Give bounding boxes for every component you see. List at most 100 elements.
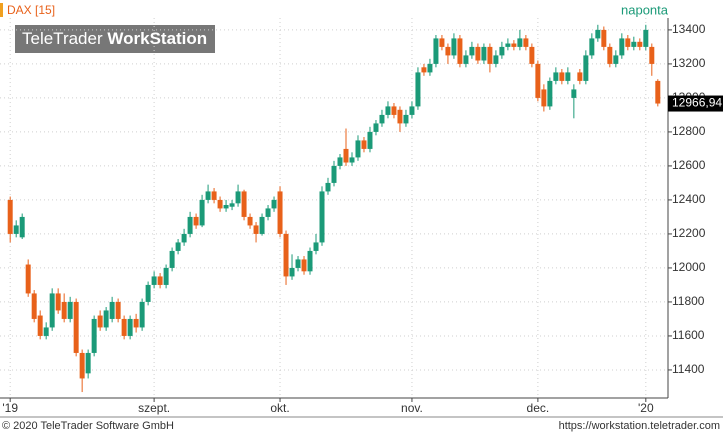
candle-body	[523, 38, 529, 47]
candle-body	[463, 55, 469, 64]
y-tick-label: 12000	[672, 260, 706, 274]
candle-body	[547, 80, 553, 107]
candle-body	[541, 89, 547, 107]
candle-body	[133, 318, 139, 328]
candle-body	[499, 46, 505, 56]
candle-body	[415, 72, 421, 107]
candle-body	[247, 216, 253, 226]
x-tick-label: szept.	[138, 401, 170, 415]
candle-body	[505, 43, 511, 47]
candle-body	[649, 46, 655, 64]
candle-body	[481, 46, 487, 61]
y-tick-label: 12600	[672, 158, 706, 172]
candle-body	[91, 318, 97, 353]
candle-body	[427, 63, 433, 73]
candle-body	[175, 242, 181, 251]
last-value-label: 12966,94	[672, 96, 722, 110]
candle-body	[301, 259, 307, 272]
candle-body	[157, 276, 163, 285]
candle-body	[361, 140, 367, 149]
candle-body	[601, 29, 607, 47]
candle-body	[193, 216, 199, 226]
candle-body	[19, 216, 25, 238]
candle-body	[337, 157, 343, 166]
candle-body	[559, 72, 565, 81]
candle-body	[511, 43, 517, 47]
candle-body	[283, 233, 289, 277]
candle-body	[451, 38, 457, 56]
candle-body	[181, 233, 187, 243]
candle-body	[223, 205, 229, 209]
candle-body	[289, 267, 295, 277]
candle-body	[331, 165, 337, 183]
y-tick-label: 12200	[672, 226, 706, 240]
candle-body	[439, 38, 445, 47]
candle-body	[73, 301, 79, 353]
candle-body	[325, 182, 331, 192]
candle-body	[145, 284, 151, 302]
candle-body	[37, 315, 43, 336]
candle-body	[373, 123, 379, 132]
candle-body	[595, 29, 601, 39]
watermark-part: TeleTrader	[22, 29, 103, 48]
candle-body	[319, 191, 325, 243]
candle-body	[535, 63, 541, 98]
candle-body	[469, 46, 475, 56]
candle-body	[127, 318, 133, 336]
x-tick-label: '20	[638, 401, 654, 415]
candle-body	[79, 352, 85, 379]
y-tick-label: 11800	[672, 294, 705, 308]
candle-body	[235, 191, 241, 204]
y-tick-label: 13200	[672, 56, 706, 70]
candle-body	[517, 38, 523, 47]
candle-body	[349, 157, 355, 163]
candle-body	[31, 293, 37, 319]
candle-body	[343, 148, 349, 163]
x-tick-label: dec.	[527, 401, 550, 415]
candle-body	[25, 264, 31, 294]
watermark-part: WorkStation	[107, 29, 207, 48]
candle-body	[631, 41, 637, 47]
footer-left: © 2020 TeleTrader Software GmbH	[2, 420, 174, 432]
candle-body	[205, 191, 211, 200]
candle-body	[7, 199, 13, 234]
candle-body	[253, 225, 259, 234]
candle-body	[457, 38, 463, 64]
candle-body	[259, 216, 265, 234]
candle-body	[313, 242, 319, 251]
candle-body	[61, 301, 67, 319]
candle-body	[571, 89, 577, 98]
candle-body	[277, 191, 283, 234]
candle-body	[397, 109, 403, 124]
candle-body	[643, 29, 649, 47]
candle-body	[445, 46, 451, 56]
x-tick-label: nov.	[401, 401, 423, 415]
candle-body	[403, 114, 409, 124]
candle-body	[475, 46, 481, 61]
candle-body	[13, 225, 19, 234]
candle-body	[103, 310, 109, 328]
candle-body	[655, 80, 661, 104]
candle-body	[487, 46, 493, 64]
last-value-box	[668, 95, 723, 112]
candle-body	[271, 199, 277, 209]
candle-body	[49, 293, 55, 328]
candle-body	[211, 191, 217, 200]
candle-body	[109, 301, 115, 319]
y-tick-label: 11600	[672, 328, 705, 342]
candle-body	[613, 55, 619, 64]
candle-body	[217, 199, 223, 209]
candle-body	[379, 114, 385, 124]
x-tick-label: '19	[2, 401, 18, 415]
candle-body	[583, 55, 589, 81]
candle-body	[619, 38, 625, 56]
candle-body	[607, 46, 613, 64]
candle-body	[637, 41, 643, 47]
candle-body	[433, 38, 439, 64]
candle-body	[265, 208, 271, 217]
interval-label: naponta	[621, 2, 669, 17]
y-tick-label: 12400	[672, 192, 706, 206]
candle-body	[391, 106, 397, 115]
